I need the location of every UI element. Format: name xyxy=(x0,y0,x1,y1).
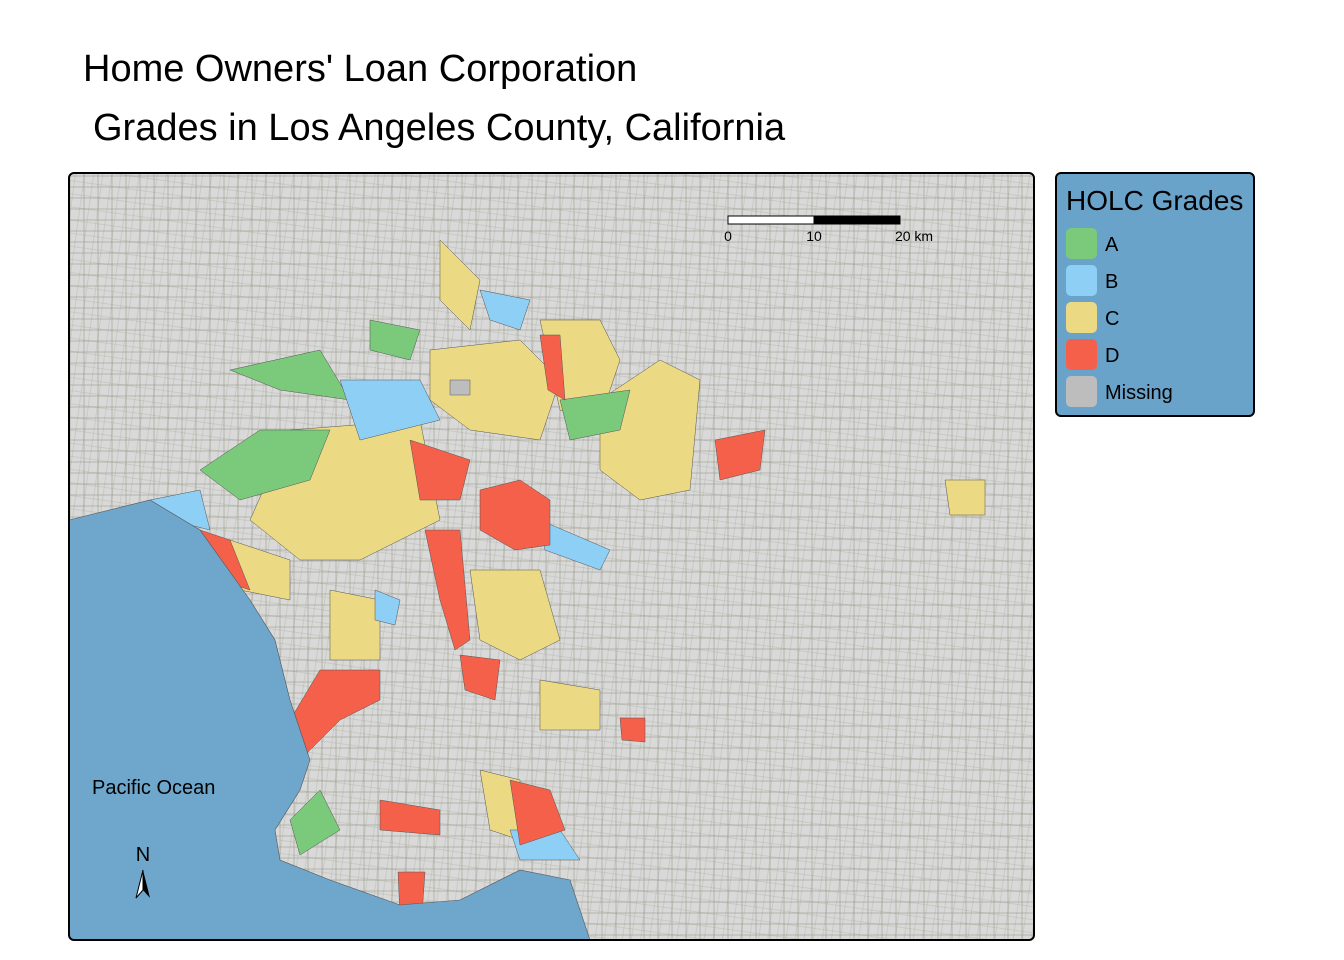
area-d xyxy=(479,479,551,551)
area-a xyxy=(199,429,331,501)
legend-label: B xyxy=(1105,271,1118,293)
legend-title: HOLC Grades xyxy=(1066,185,1243,216)
legend-label: A xyxy=(1105,234,1119,256)
area-a xyxy=(289,789,341,856)
area-d xyxy=(409,439,471,501)
area-c xyxy=(539,679,601,731)
north-arrow xyxy=(143,870,150,898)
legend-label: Missing xyxy=(1105,382,1173,404)
area-d xyxy=(379,799,441,836)
scale-bar xyxy=(727,215,815,225)
area-c xyxy=(944,479,986,516)
area-c xyxy=(439,239,481,331)
area-b xyxy=(339,379,441,441)
legend-swatch xyxy=(1066,265,1097,296)
area-b xyxy=(479,289,531,331)
map-body: Pacific Ocean N 0 10 20 km xyxy=(69,173,1034,940)
holc-areas xyxy=(149,239,986,916)
map-frame xyxy=(68,172,1035,941)
area-d xyxy=(619,717,646,743)
scale-label: 10 xyxy=(806,228,822,244)
legend-box xyxy=(1055,172,1255,417)
scale-label: 20 km xyxy=(895,228,933,244)
area-d xyxy=(459,654,501,701)
north-label: N xyxy=(136,844,150,866)
legend-swatch xyxy=(1066,376,1097,407)
legend-swatch xyxy=(1066,228,1097,259)
legend-label: D xyxy=(1105,345,1119,367)
legend-swatch xyxy=(1066,302,1097,333)
area-d xyxy=(539,334,566,401)
area-missing xyxy=(449,379,471,396)
area-d xyxy=(424,529,471,651)
area-b xyxy=(374,589,401,626)
legend-label: C xyxy=(1105,308,1119,330)
area-a xyxy=(559,389,631,441)
area-c xyxy=(329,589,381,661)
legend-swatch xyxy=(1066,339,1097,370)
area-c xyxy=(469,569,561,661)
scale-label: 0 xyxy=(724,228,732,244)
ocean-label: Pacific Ocean xyxy=(92,777,215,799)
area-a xyxy=(369,319,421,361)
scale-bar xyxy=(813,215,901,225)
area-d xyxy=(509,779,566,846)
area-d xyxy=(714,429,766,481)
ocean xyxy=(69,499,591,940)
title-line2: Grades in Los Angeles County, California xyxy=(93,107,786,149)
title-line1: Home Owners' Loan Corporation xyxy=(83,48,637,90)
